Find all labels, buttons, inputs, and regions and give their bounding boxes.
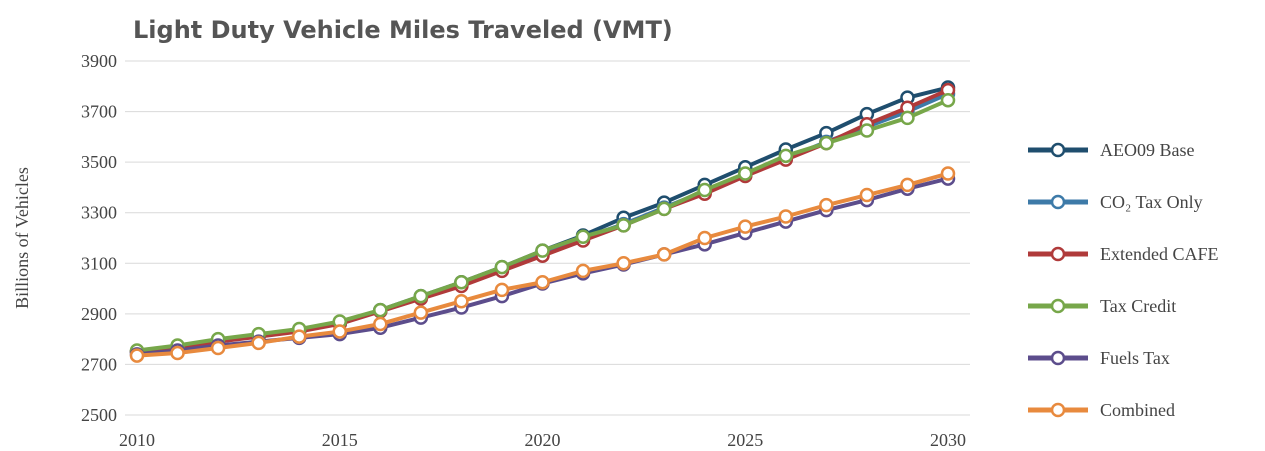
point-marker	[738, 166, 753, 181]
x-tick-label: 2015	[322, 430, 358, 450]
legend-label: Tax Credit	[1100, 296, 1176, 316]
y-tick-label: 2900	[81, 304, 117, 324]
legend-label: Combined	[1100, 400, 1175, 420]
point-marker	[616, 256, 631, 271]
point-marker	[656, 201, 672, 217]
point-marker	[900, 177, 915, 193]
x-tick-label: 2010	[119, 430, 155, 450]
point-marker	[656, 247, 672, 262]
y-tick-label: 3900	[81, 51, 117, 71]
point-marker	[494, 259, 510, 275]
point-marker	[940, 166, 956, 181]
point-marker	[697, 230, 712, 246]
point-marker	[778, 209, 794, 224]
point-marker	[291, 329, 307, 344]
point-marker	[251, 335, 266, 351]
point-marker	[535, 243, 550, 258]
point-marker	[940, 92, 956, 108]
point-marker	[170, 345, 185, 361]
y-tick-label: 2700	[81, 354, 117, 374]
point-marker	[535, 275, 550, 290]
point-marker	[738, 219, 753, 234]
point-marker	[859, 187, 875, 203]
legend-marker	[1050, 194, 1066, 210]
point-marker	[332, 324, 347, 339]
legend-marker	[1050, 246, 1066, 262]
y-axis-label: Billions of Vehicles	[12, 167, 32, 309]
point-marker	[575, 263, 591, 279]
point-marker	[210, 340, 226, 356]
y-tick-label: 3300	[81, 203, 117, 223]
y-tick-label: 3500	[81, 152, 117, 172]
point-marker	[697, 182, 712, 198]
legend-label: CO₂ Tax Only	[1100, 192, 1203, 212]
y-tick-label: 3100	[81, 253, 117, 273]
legend-label: AEO09 Base	[1100, 140, 1194, 160]
point-marker	[454, 293, 469, 309]
point-marker	[859, 123, 875, 138]
x-tick-label: 2020	[525, 430, 561, 450]
point-marker	[373, 302, 388, 318]
y-tick-label: 3700	[81, 102, 117, 122]
point-marker	[900, 110, 915, 126]
point-marker	[129, 348, 145, 363]
legend-label: Fuels Tax	[1100, 348, 1170, 368]
point-marker	[778, 148, 794, 164]
point-marker	[494, 282, 510, 298]
point-marker	[819, 135, 834, 151]
point-marker	[819, 197, 834, 213]
chart-title: Light Duty Vehicle Miles Traveled (VMT)	[133, 16, 673, 44]
legend-marker	[1050, 142, 1066, 158]
x-tick-label: 2030	[930, 430, 966, 450]
point-marker	[373, 316, 388, 332]
legend-marker	[1050, 298, 1066, 314]
point-marker	[575, 229, 591, 244]
legend-label: Extended CAFE	[1100, 244, 1219, 264]
legend-marker	[1050, 402, 1066, 418]
point-marker	[616, 218, 631, 233]
point-marker	[413, 305, 429, 320]
legend-marker	[1050, 350, 1066, 366]
y-tick-label: 2500	[81, 405, 117, 425]
point-marker	[454, 275, 469, 290]
x-tick-label: 2025	[727, 430, 763, 450]
point-marker	[413, 288, 429, 304]
